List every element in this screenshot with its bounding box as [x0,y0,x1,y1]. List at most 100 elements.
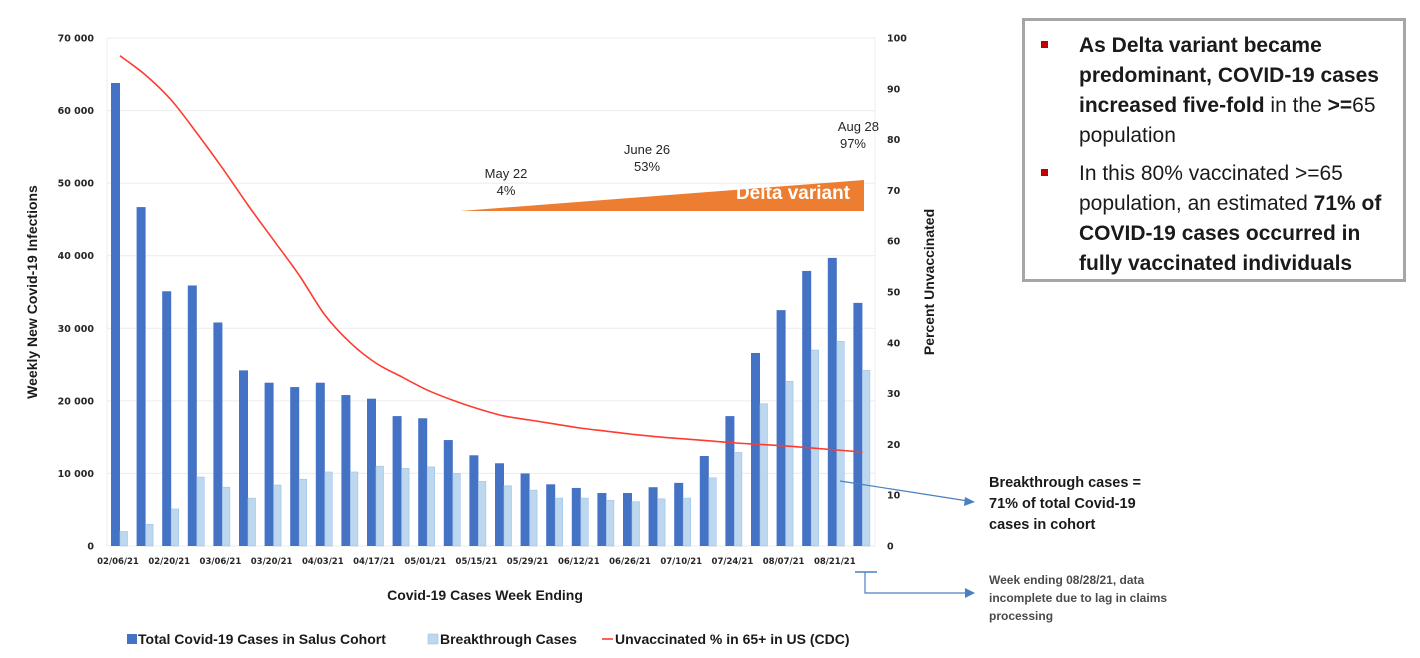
legend-swatch-total [127,634,137,644]
bar-total-04/10/21 [341,395,351,546]
x-tick-label: 05/15/21 [456,557,498,567]
bar-breakthrough-07/24/21 [734,452,743,547]
breakthrough-arrow [839,480,969,502]
bar-breakthrough-08/21/21 [836,341,845,547]
y-tick-label: 70 000 [58,34,95,45]
breakthrough-callout-line-1: Breakthrough cases = [989,475,1141,491]
x-tick-label: 07/24/21 [712,557,754,567]
bar-total-05/22/21 [495,463,504,546]
incomplete-callout-line-1: Week ending 08/28/21, data [989,573,1145,587]
bar-breakthrough-03/13/21 [247,497,256,547]
y2-tick-label: 0 [887,542,894,553]
delta-point-3-share: 97% [840,136,866,151]
incomplete-callout-line-3: processing [989,609,1053,623]
bar-breakthrough-07/10/21 [682,497,692,547]
bar-breakthrough-04/17/21 [375,465,384,547]
x-tick-label: 02/20/21 [148,557,190,567]
x-tick-label: 04/17/21 [353,557,395,567]
y2-tick-label: 60 [887,237,901,248]
bars [111,82,871,547]
bar-breakthrough-02/06/21 [119,531,128,547]
bar-total-05/01/21 [418,418,428,546]
bar-total-02/27/21 [187,285,197,546]
x-tick-label: 02/06/21 [97,557,139,567]
x-tick-label: 08/07/21 [763,557,805,567]
bar-total-07/24/21 [725,416,735,546]
bar-breakthrough-05/01/21 [426,466,436,547]
bar-total-06/26/21 [623,493,632,546]
bullet-square-icon [1041,41,1048,48]
bar-breakthrough-06/12/21 [580,497,589,547]
legend-label-unvaccinated: Unvaccinated % in 65+ in US (CDC) [615,631,850,647]
y2-tick-label: 90 [887,84,901,95]
bar-total-08/21/21 [827,257,837,546]
breakthrough-callout-line-3: cases in cohort [989,517,1096,533]
left-axis-ticks: 0 10 000 20 000 30 000 40 000 50 000 60 000 70 … [58,34,95,553]
bar-total-07/31/21 [751,352,760,546]
x-tick-label: 05/29/21 [507,557,549,567]
bar-total-06/12/21 [571,487,581,546]
breakthrough-arrowhead [964,497,975,506]
bar-breakthrough-03/27/21 [298,478,308,547]
delta-variant-label: Delta variant [736,183,851,204]
bar-breakthrough-03/20/21 [273,484,282,547]
gridlines [106,37,876,547]
x-tick-label: 05/01/21 [404,557,446,567]
unvaccinated-line [119,55,863,453]
bar-total-04/17/21 [367,398,376,546]
bar-total-02/06/21 [111,82,120,546]
summary-bullet-2: In this 80% vaccinated >=65 population, … [1041,159,1389,279]
bar-breakthrough-02/13/21 [145,523,154,547]
y2-tick-label: 30 [887,389,901,400]
incomplete-callout-line-2: incomplete due to lag in claims [989,591,1167,605]
summary-text-fragment: >= [1327,94,1353,117]
bar-breakthrough-02/27/21 [196,476,205,547]
x-tick-label: 06/12/21 [558,557,600,567]
legend-swatch-breakthrough [427,633,439,645]
bar-total-08/07/21 [776,310,786,546]
bar-total-08/28/21 [853,302,863,546]
legend-label-total: Total Covid-19 Cases in Salus Cohort [138,631,386,647]
bar-total-05/15/21 [469,455,479,546]
y2-tick-label: 80 [887,135,901,146]
x-tick-label: 03/20/21 [251,557,293,567]
bar-breakthrough-07/03/21 [657,498,666,547]
y2-tick-label: 20 [887,440,901,451]
bar-breakthrough-04/03/21 [324,471,333,547]
y-tick-label: 60 000 [58,106,95,117]
x-tick-label: 06/26/21 [609,557,651,567]
incomplete-arrow [864,572,968,594]
delta-point-1-date: May 22 [485,166,528,181]
bar-total-07/10/21 [674,482,684,546]
x-axis-ticks: 02/06/21 02/20/21 03/06/21 03/20/21 04/03/21… [97,557,856,567]
summary-list: As Delta variant became predominant, COV… [1025,21,1403,279]
bar-breakthrough-05/08/21 [452,473,461,547]
bar-total-04/03/21 [315,382,325,546]
delta-point-2-date: June 26 [624,142,670,157]
summary-text-fragment: in the [1264,94,1328,117]
y-tick-label: 30 000 [58,324,95,335]
bar-total-06/19/21 [597,493,607,546]
x-tick-label: 07/10/21 [660,557,702,567]
summary-box: As Delta variant became predominant, COV… [1022,18,1406,282]
bar-total-03/27/21 [290,387,300,546]
x-axis-title: Covid-19 Cases Week Ending [387,587,583,603]
bar-breakthrough-04/24/21 [401,468,410,547]
bar-total-05/08/21 [443,440,453,546]
bullet-square-icon [1041,169,1048,176]
x-tick-label: 04/03/21 [302,557,344,567]
legend: Total Covid-19 Cases in Salus Cohort Bre… [127,631,850,647]
summary-bullet-1: As Delta variant became predominant, COV… [1041,31,1389,151]
y2-tick-label: 40 [887,338,901,349]
bar-total-03/13/21 [239,370,248,546]
bar-breakthrough-08/28/21 [862,370,871,547]
x-tick-label: 03/06/21 [200,557,242,567]
legend-label-breakthrough: Breakthrough Cases [440,631,577,647]
bar-total-03/20/21 [264,382,274,546]
bar-total-08/14/21 [802,270,812,546]
bar-breakthrough-06/26/21 [631,501,640,547]
bar-total-02/20/21 [162,291,172,546]
summary-text-fragment: 65 population [1079,94,1376,147]
bar-breakthrough-03/06/21 [222,486,231,547]
bar-breakthrough-02/20/21 [170,508,179,547]
